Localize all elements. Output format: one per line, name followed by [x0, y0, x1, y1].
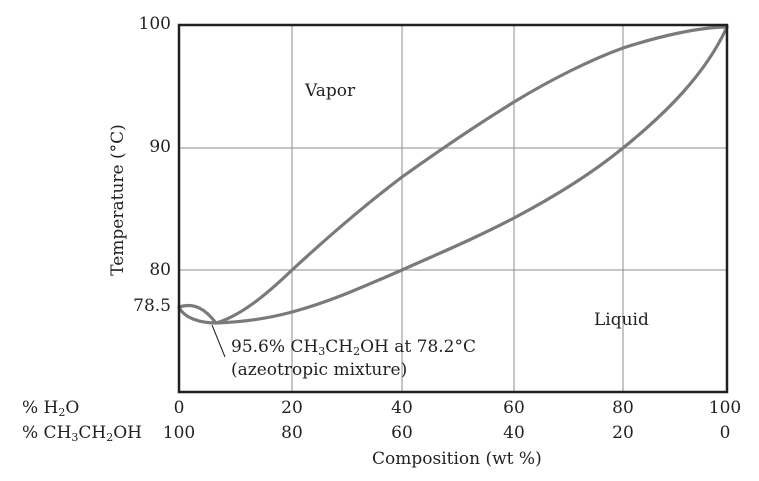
azeotrope-leader-line [211, 324, 226, 358]
y-tick-100: 100 [138, 14, 171, 34]
vapor-curve [177, 25, 729, 325]
x-tick-water: 100 [708, 398, 742, 418]
row-text: OH [113, 423, 142, 443]
x-tick-ethanol: 0 [719, 423, 731, 443]
row-text: CH [78, 423, 107, 443]
liquid-region-label: Liquid [594, 310, 649, 330]
annot-text: CH [325, 337, 354, 357]
y-tick-90: 90 [149, 137, 171, 157]
x-tick-ethanol: 80 [281, 423, 303, 443]
x-tick-water: 0 [173, 398, 185, 418]
annot-sub: 2 [353, 345, 361, 358]
x-tick-ethanol: 100 [162, 423, 196, 443]
x-tick-water: 80 [612, 398, 634, 418]
x-tick-ethanol: 20 [612, 423, 634, 443]
x-tick-water: 20 [281, 398, 303, 418]
row-sub: 2 [58, 406, 66, 419]
annot-text: OH at 78.2°C [360, 337, 476, 357]
azeotrope-annotation: 95.6% CH3CH2OH at 78.2°C [231, 337, 476, 358]
x-tick-water: 60 [503, 398, 525, 418]
liquid-curve [177, 25, 729, 325]
vapor-region-label: Vapor [305, 81, 356, 101]
row-text: % CH [22, 423, 72, 443]
row-text: % H [22, 398, 59, 418]
y-axis-label: Temperature (°C) [108, 124, 128, 276]
azeotrope-subtext: (azeotropic mixture) [231, 360, 408, 380]
x-tick-ethanol: 60 [391, 423, 413, 443]
row-sub: 3 [71, 431, 79, 444]
annot-sub: 3 [318, 345, 326, 358]
x-tick-water: 40 [391, 398, 413, 418]
x-axis-label: Composition (wt %) [372, 449, 542, 469]
x-row-label-ethanol: % CH3CH2OH [22, 423, 142, 444]
row-text: O [65, 398, 80, 418]
x-tick-ethanol: 40 [503, 423, 525, 443]
x-row-label-water: % H2O [22, 398, 80, 419]
y-tick-78-5: 78.5 [133, 296, 171, 316]
grid-lines [179, 25, 727, 392]
plot-frame [177, 23, 729, 394]
annot-text: 95.6% CH [231, 337, 319, 357]
row-sub: 2 [106, 431, 114, 444]
y-tick-80: 80 [149, 260, 171, 280]
